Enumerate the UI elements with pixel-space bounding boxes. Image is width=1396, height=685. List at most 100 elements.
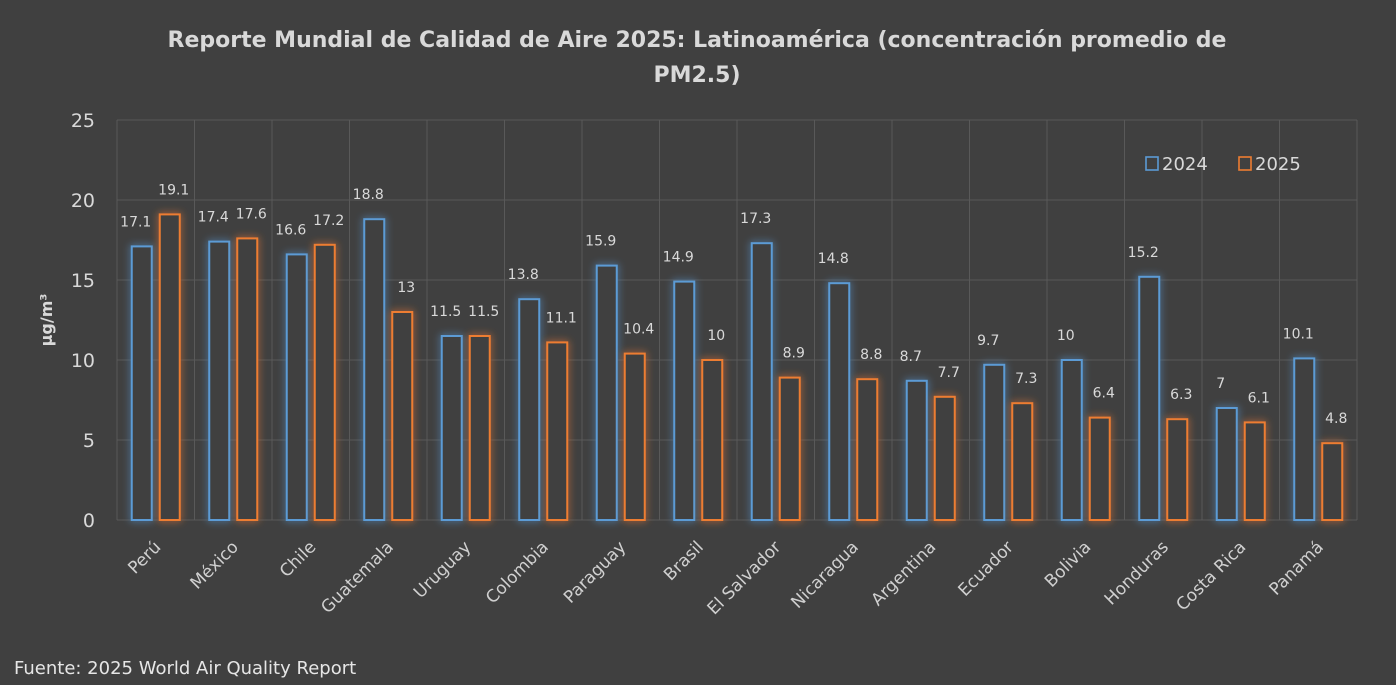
data-label-2025: 4.8 [1325, 411, 1347, 427]
data-label-2024: 17.4 [198, 210, 229, 226]
y-tick-label: 10 [71, 350, 95, 372]
chart-title-line-2: PM2.5) [653, 63, 740, 88]
legend-label-2024: 2024 [1162, 154, 1208, 175]
bar-2024 [828, 282, 851, 522]
bar-2024 [983, 363, 1006, 521]
data-label-2025: 11.1 [546, 310, 577, 326]
bar-2025 [623, 352, 646, 521]
data-label-2025: 11.5 [468, 304, 499, 320]
data-label-2024: 14.8 [818, 251, 849, 267]
data-label-2024: 17.1 [120, 214, 151, 230]
bar-2024 [285, 253, 308, 521]
data-label-2025: 17.6 [236, 206, 267, 222]
data-label-2025: 19.1 [158, 182, 189, 198]
bar-2025 [1088, 416, 1111, 522]
bar-2025 [1011, 402, 1034, 522]
bar-2025 [1166, 418, 1189, 522]
bar-2025 [778, 376, 801, 521]
bar-2024 [130, 245, 153, 521]
bar-2025 [236, 237, 259, 521]
data-label-2025: 6.4 [1093, 386, 1115, 402]
legend-label-2025: 2025 [1255, 154, 1301, 175]
data-label-2024: 15.2 [1128, 245, 1159, 261]
category-label: Costa Rica [1173, 537, 1251, 615]
legend-swatch-2024 [1145, 156, 1159, 171]
category-label: Chile [276, 537, 320, 581]
data-label-2024: 7 [1216, 376, 1225, 392]
data-label-2024: 13.8 [508, 267, 539, 283]
bar-2024 [905, 379, 928, 521]
data-label-2024: 17.3 [740, 211, 771, 227]
bar-2025 [546, 341, 569, 521]
data-label-2024: 16.6 [275, 222, 306, 238]
data-label-2025: 6.1 [1248, 390, 1270, 406]
gridlines [116, 119, 1358, 521]
category-label: Uruguay [410, 537, 475, 602]
bars [130, 213, 1344, 522]
data-label-2024: 10.1 [1283, 326, 1314, 342]
bar-2024 [363, 218, 386, 521]
category-label: Argentina [867, 537, 940, 610]
category-label: México [187, 537, 243, 593]
data-label-2024: 11.5 [430, 304, 461, 320]
y-tick-label: 15 [71, 270, 95, 292]
data-labels: 17.1 19.1 17.4 17.6 16.6 17.2 18.8 13 11.5 11.5 13… [120, 182, 1347, 427]
data-label-2024: 9.7 [977, 333, 999, 349]
bar-2025 [856, 378, 879, 522]
category-label: Honduras [1101, 537, 1173, 609]
data-label-2025: 17.2 [313, 213, 344, 229]
category-label: Brasil [660, 537, 708, 585]
category-label: Paraguay [560, 537, 630, 607]
y-tick-label: 20 [71, 190, 95, 212]
bar-2025 [1321, 442, 1344, 522]
y-tick-label: 0 [83, 510, 95, 532]
bar-2024 [518, 298, 541, 522]
legend-swatch-2025 [1238, 156, 1252, 171]
chart-title-line-1: Reporte Mundial de Calidad de Aire 2025:… [168, 28, 1227, 53]
bar-2024 [1215, 407, 1238, 521]
bar-2024 [1060, 359, 1083, 521]
category-label: Colombia [482, 537, 553, 608]
bar-2025 [391, 311, 414, 521]
data-label-2025: 10 [707, 328, 725, 344]
bar-2025 [158, 213, 181, 521]
data-label-2025: 10.4 [623, 322, 654, 338]
bar-2025 [933, 395, 956, 521]
y-axis-label: µg/m³ [37, 294, 56, 347]
data-label-2024: 10 [1057, 328, 1075, 344]
y-tick-label: 25 [71, 110, 95, 132]
data-label-2024: 18.8 [353, 187, 384, 203]
category-label: Perú [124, 537, 165, 578]
category-label: Bolivia [1041, 537, 1095, 591]
bar-2024 [673, 280, 696, 521]
category-label: Guatemala [317, 537, 397, 617]
bar-2025 [1243, 421, 1266, 521]
data-label-2025: 8.8 [860, 347, 882, 363]
category-label: Panamá [1266, 537, 1328, 599]
data-label-2025: 8.9 [783, 346, 805, 362]
bar-2024 [595, 264, 618, 521]
y-tick-label: 5 [83, 430, 95, 452]
data-label-2025: 13 [397, 280, 415, 296]
bar-2025 [313, 243, 336, 522]
data-label-2024: 8.7 [900, 349, 922, 365]
bar-2024 [1293, 357, 1316, 521]
category-label: Ecuador [955, 537, 1018, 600]
bar-2024 [440, 335, 463, 521]
bar-2024 [750, 242, 773, 521]
category-label: Nicaragua [787, 537, 862, 612]
y-axis-ticks: 0 5 10 15 20 25 [71, 110, 95, 532]
bar-2024 [1138, 275, 1161, 521]
data-label-2025: 7.3 [1015, 371, 1037, 387]
data-label-2024: 14.9 [663, 250, 694, 266]
bar-2025 [468, 335, 491, 521]
source-note: Fuente: 2025 World Air Quality Report [14, 658, 356, 679]
bar-2024 [208, 240, 231, 521]
data-label-2025: 6.3 [1170, 387, 1192, 403]
bar-2025 [701, 359, 724, 521]
legend: 2024 2025 [1145, 154, 1301, 175]
data-label-2025: 7.7 [938, 365, 960, 381]
category-label: El Salvador [704, 537, 786, 619]
